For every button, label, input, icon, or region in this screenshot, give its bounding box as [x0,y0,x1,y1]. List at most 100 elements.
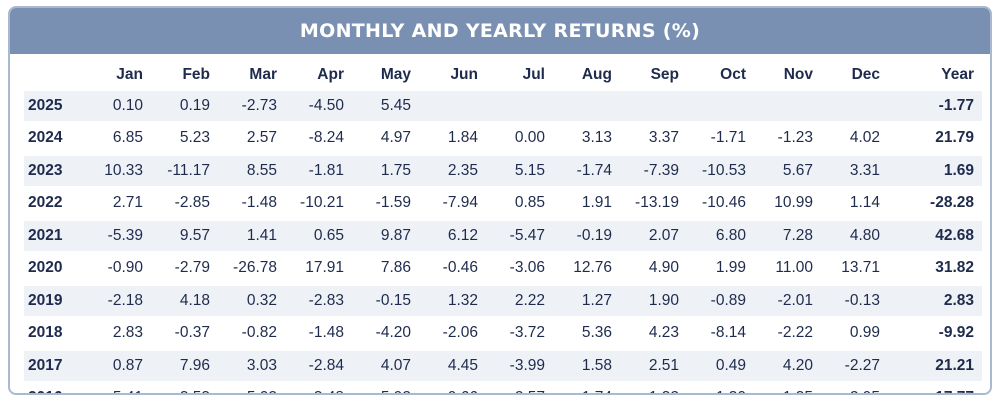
monthly-return-cell: 2.51 [620,349,687,383]
header-corner [24,60,84,91]
monthly-return-cell [419,90,486,123]
monthly-return-cell: -5.02 [218,382,285,393]
monthly-return-cell: 2.57 [218,122,285,156]
monthly-return-cell: 1.30 [687,382,754,393]
monthly-return-cell: 0.10 [84,90,151,123]
monthly-return-cell: 0.19 [151,90,218,123]
monthly-return-cell: -1.81 [285,154,352,188]
monthly-return-cell: 0.49 [687,349,754,383]
monthly-return-cell: -26.78 [218,252,285,286]
monthly-return-cell: 6.85 [84,122,151,156]
monthly-return-cell: -2.06 [419,317,486,351]
column-header-jun: Jun [450,66,478,84]
column-header-apr: Apr [317,66,344,84]
monthly-return-cell: -1.71 [687,122,754,156]
monthly-return-cell: -2.84 [285,349,352,383]
column-header-jul: Jul [522,66,545,84]
monthly-return-cell [754,90,821,123]
returns-table: Jan Feb Mar Apr May Jun Jul Aug Sep Oct Nov Dec Year… [24,60,982,393]
row-year-label: 2025 [24,90,84,123]
monthly-return-cell: -4.20 [352,317,419,351]
yearly-return-cell: 42.68 [888,219,982,253]
monthly-return-cell: 7.96 [151,349,218,383]
monthly-return-cell: -1.48 [218,187,285,221]
monthly-return-cell: 4.90 [620,252,687,286]
table-row: 2018 2.83 -0.37 -0.82 -1.48 -4.20 -2.06 -3.72 5.… [24,317,982,351]
row-year-label: 2024 [24,122,84,156]
monthly-return-cell: -8.14 [687,317,754,351]
yearly-return-cell: -1.77 [888,90,982,123]
monthly-return-cell: 13.71 [821,252,888,286]
monthly-return-cell: 3.31 [821,154,888,188]
monthly-return-cell: 2.71 [84,187,151,221]
monthly-return-cell: 5.92 [352,382,419,393]
monthly-return-cell: 2.57 [486,382,553,393]
monthly-return-cell: 8.55 [218,154,285,188]
monthly-return-cell: 3.03 [218,349,285,383]
monthly-return-cell: 0.99 [821,317,888,351]
monthly-return-cell: -1.23 [754,122,821,156]
monthly-return-cell: -4.50 [285,90,352,123]
yearly-return-cell: -28.28 [888,187,982,221]
column-header-mar: Mar [249,66,277,84]
table-row: 2023 10.33 -11.17 8.55 -1.81 1.75 2.35 5.15 -1.7… [24,154,982,188]
row-year-label: 2022 [24,187,84,221]
monthly-return-cell: 1.74 [553,382,620,393]
monthly-return-cell: -2.18 [84,284,151,318]
yearly-return-cell: 21.79 [888,122,982,156]
monthly-return-cell: -0.82 [218,317,285,351]
column-header-aug: Aug [581,66,612,84]
monthly-return-cell: 2.07 [620,219,687,253]
monthly-return-cell: 5.23 [151,122,218,156]
monthly-return-cell: -3.06 [486,252,553,286]
monthly-return-cell: 17.91 [285,252,352,286]
monthly-return-cell: 11.00 [754,252,821,286]
monthly-return-cell: 5.67 [754,154,821,188]
column-header-feb: Feb [182,66,210,84]
table-title: MONTHLY AND YEARLY RETURNS (%) [10,8,990,54]
monthly-return-cell: 10.99 [754,187,821,221]
monthly-return-cell: 2.22 [486,284,553,318]
column-header-jan: Jan [116,66,143,84]
monthly-return-cell: 4.23 [620,317,687,351]
monthly-return-cell: 1.99 [687,252,754,286]
monthly-return-cell: 1.14 [821,187,888,221]
header-row: Jan Feb Mar Apr May Jun Jul Aug Sep Oct Nov Dec Year [24,60,982,91]
column-header-oct: Oct [720,66,746,84]
monthly-return-cell: 12.76 [553,252,620,286]
monthly-return-cell: -0.37 [151,317,218,351]
monthly-return-cell: 1.90 [620,284,687,318]
monthly-return-cell: -7.39 [620,154,687,188]
monthly-return-cell: 0.32 [218,284,285,318]
monthly-return-cell: -2.79 [151,252,218,286]
monthly-return-cell: 1.27 [553,284,620,318]
monthly-return-cell [687,90,754,123]
monthly-return-cell: 4.97 [352,122,419,156]
monthly-return-cell [553,90,620,123]
monthly-return-cell: 9.87 [352,219,419,253]
monthly-return-cell: 7.86 [352,252,419,286]
monthly-return-cell: -10.46 [687,187,754,221]
monthly-return-cell: 6.80 [687,219,754,253]
row-year-label: 2016 [24,382,84,393]
monthly-return-cell: 4.02 [821,122,888,156]
monthly-return-cell: 3.53 [151,382,218,393]
column-header-dec: Dec [851,66,880,84]
monthly-return-cell [620,90,687,123]
returns-table-panel: MONTHLY AND YEARLY RETURNS (%) Jan Feb Mar… [8,6,992,395]
column-header-year: Year [941,66,974,84]
monthly-return-cell: 7.28 [754,219,821,253]
monthly-return-cell: -1.48 [285,317,352,351]
monthly-return-cell: 1.91 [553,187,620,221]
column-header-may: May [380,66,411,84]
monthly-return-cell: -2.73 [218,90,285,123]
monthly-return-cell: 1.84 [419,122,486,156]
monthly-return-cell: 4.20 [754,349,821,383]
monthly-return-cell: 3.48 [285,382,352,393]
yearly-return-cell: 21.21 [888,349,982,383]
monthly-return-cell: -2.85 [151,187,218,221]
monthly-return-cell: 2.83 [84,317,151,351]
row-year-label: 2019 [24,284,84,318]
monthly-return-cell: 4.80 [821,219,888,253]
table-row: 2022 2.71 -2.85 -1.48 -10.21 -1.59 -7.94 0.85 1.… [24,187,982,221]
